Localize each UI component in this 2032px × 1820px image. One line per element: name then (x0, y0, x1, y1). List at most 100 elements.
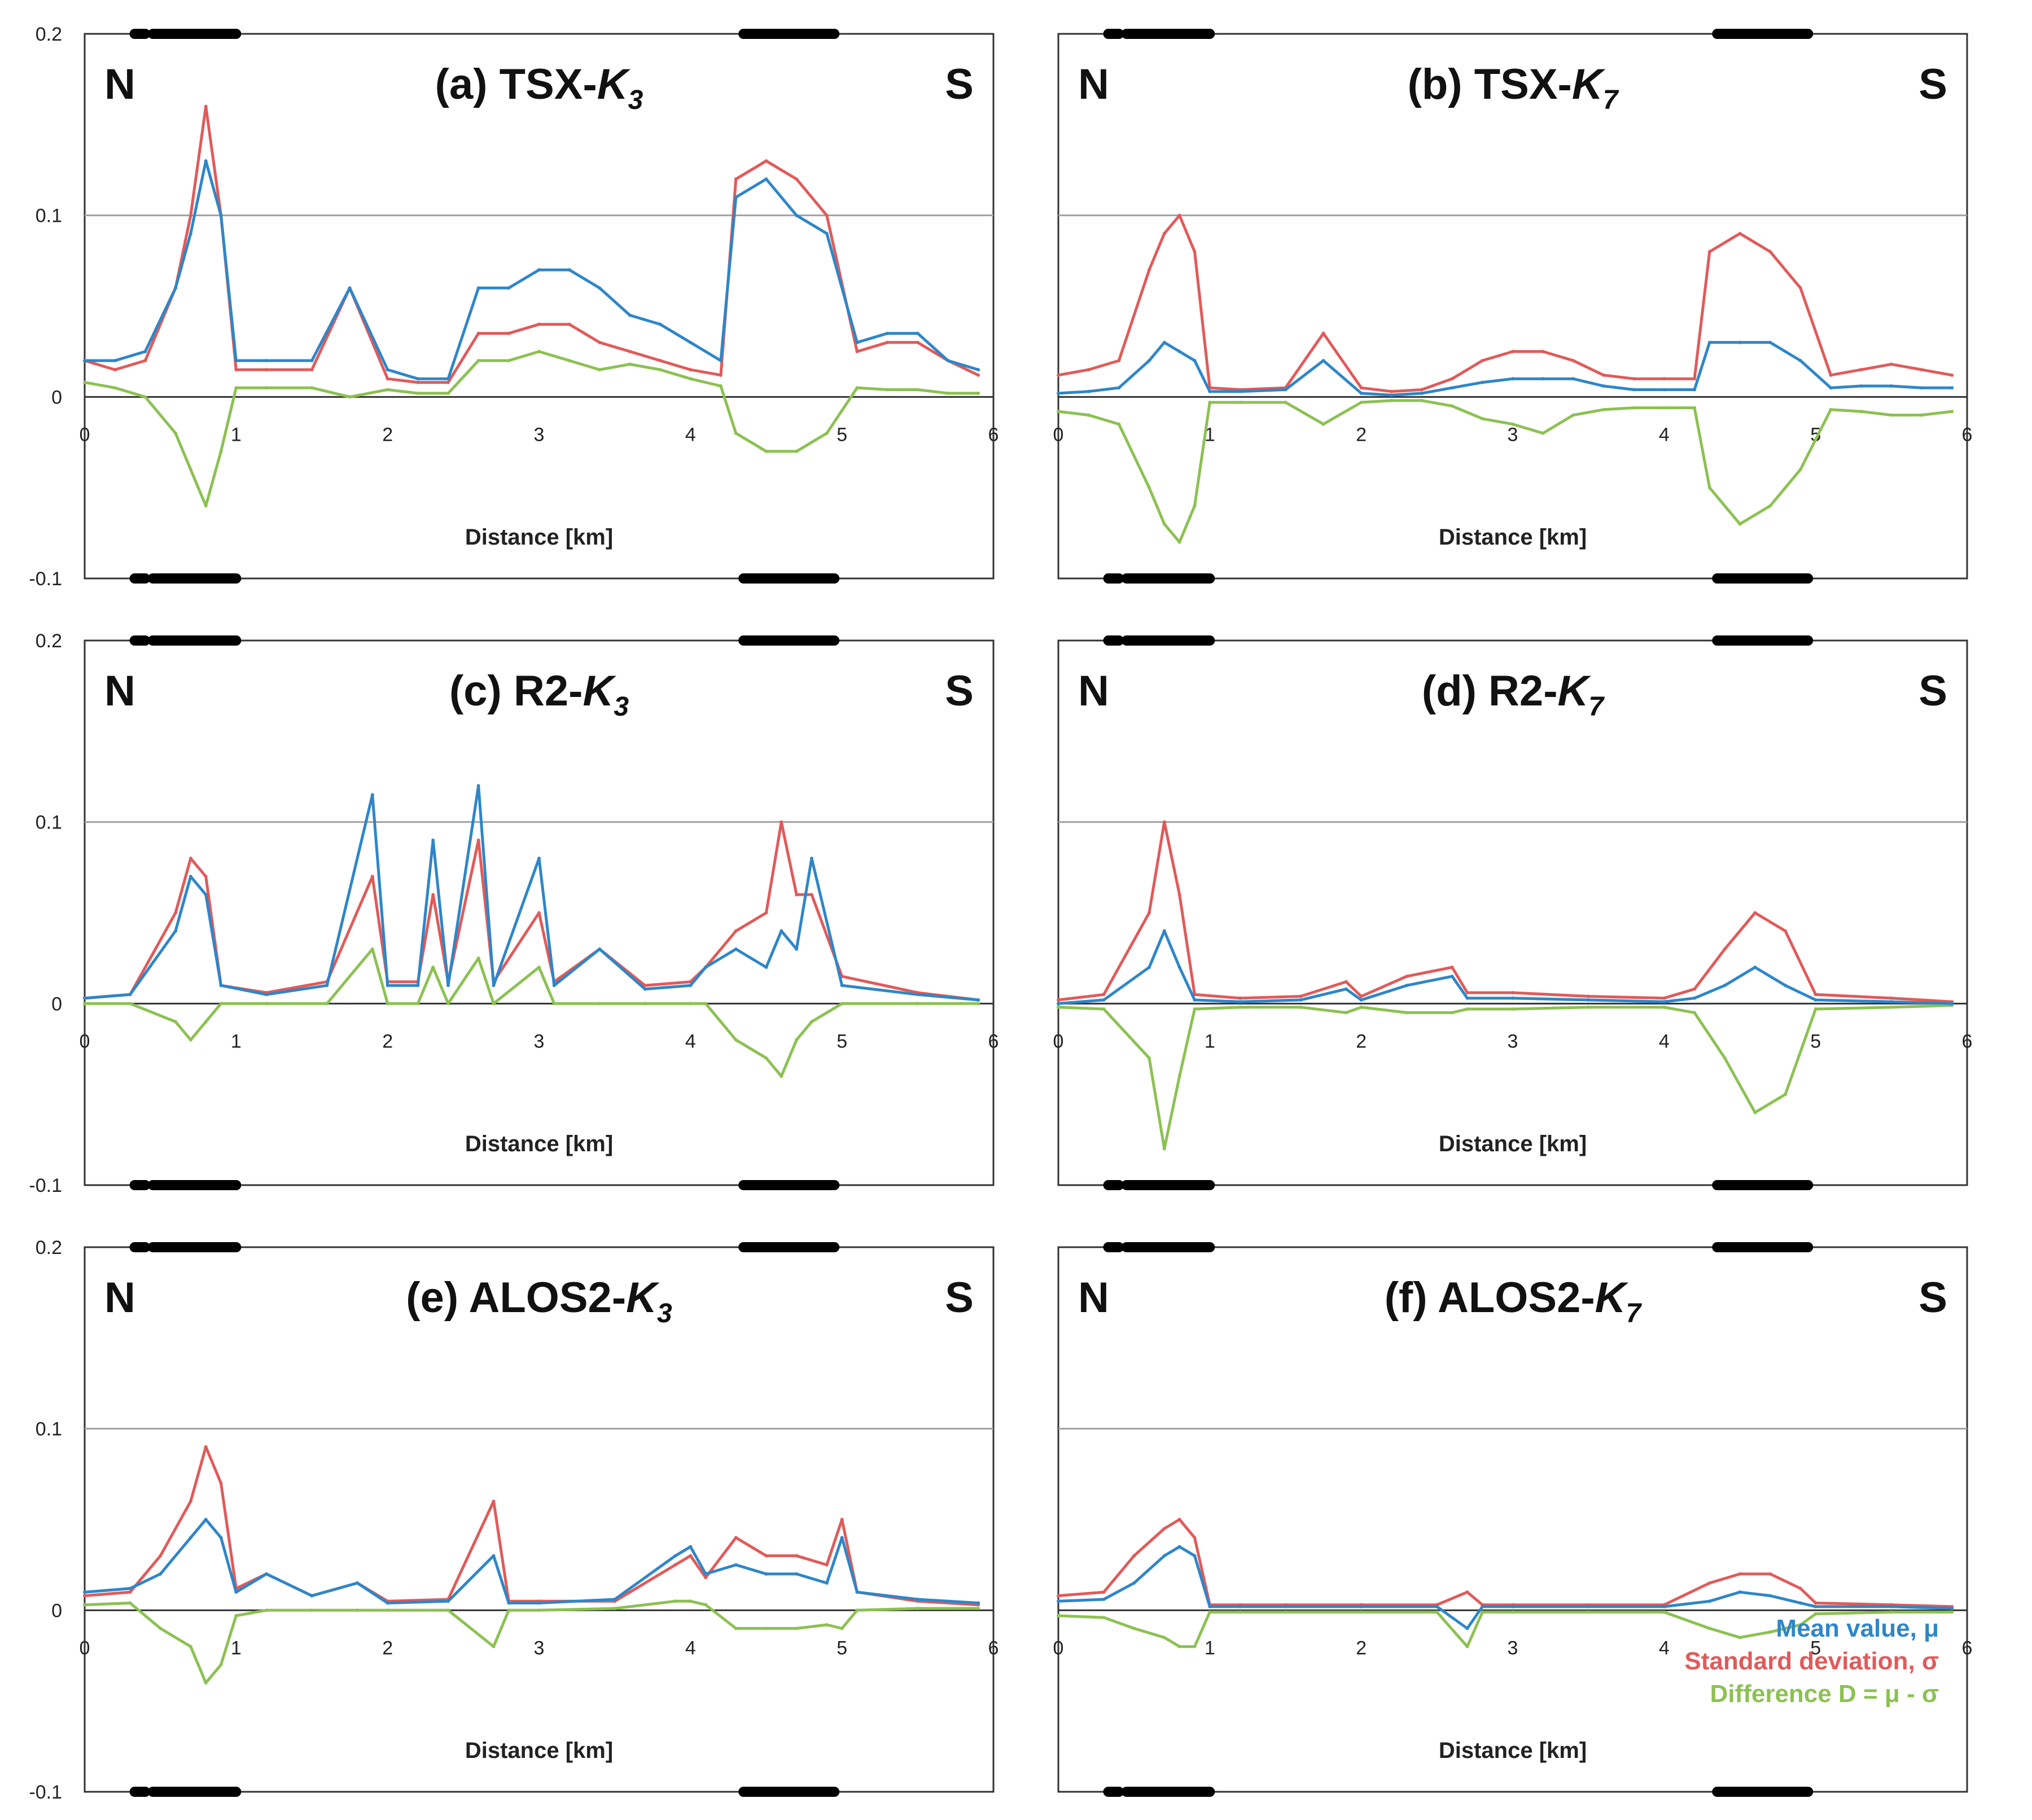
x-tick-label: 1 (231, 1030, 242, 1052)
chart-panel-0: 0 1 2 3 4 5 6 0.2 0.1 0 -0.1 Distance [km] N S (a) TSX… (29, 24, 999, 590)
series-1-point (689, 368, 693, 372)
x-tick-label: 0 (1053, 1637, 1064, 1659)
series-1-point (204, 104, 208, 108)
series-0-point (348, 286, 352, 290)
series-0-point (204, 159, 208, 163)
series-1-point (1738, 1572, 1742, 1576)
series-0-point (795, 1572, 799, 1576)
series-0-point (265, 359, 268, 362)
series-2-point (386, 388, 389, 392)
series-2-point (1511, 422, 1514, 426)
north-label: N (104, 60, 135, 108)
series-2-point (1162, 1635, 1166, 1639)
series-0-point (567, 268, 571, 272)
series-1-point (265, 368, 268, 372)
series-1-point (1511, 991, 1514, 995)
series-1-point (1541, 349, 1545, 353)
series-2-point (1208, 400, 1212, 404)
series-0-point (1238, 389, 1242, 393)
series-2-point (840, 1626, 844, 1630)
series-2-point (734, 1626, 738, 1630)
series-2-point (1057, 1613, 1060, 1617)
x-tick-label: 2 (1356, 1030, 1367, 1052)
plot-frame (1057, 639, 1968, 1186)
series-2-point (174, 1020, 177, 1024)
series-1-point (1162, 1527, 1166, 1530)
series-1-point (189, 213, 192, 217)
series-2-point (1511, 1610, 1514, 1614)
series-0-point (1859, 384, 1863, 388)
series-2-point (204, 504, 208, 508)
series-2-point (613, 1607, 617, 1611)
series-0-point (1284, 388, 1287, 392)
series-1-point (431, 893, 435, 897)
series-0-point (1889, 1000, 1893, 1004)
series-2-point (734, 1038, 738, 1042)
series-0-point (825, 1581, 829, 1585)
series-2-point (764, 1626, 768, 1630)
series-1-point (219, 1481, 223, 1485)
plot-frame (84, 639, 995, 1186)
series-1-point (1859, 368, 1863, 372)
series-0-point (1723, 984, 1727, 988)
series-1-point (1784, 929, 1787, 933)
series-2-point (113, 386, 117, 390)
title-subscript: 3 (628, 85, 643, 115)
series-1-point (204, 875, 208, 879)
series-0-point (1390, 393, 1394, 397)
series-0-point (1208, 389, 1212, 393)
series-1-point (310, 368, 314, 372)
series-0-point (1450, 975, 1454, 979)
series-2-point (128, 1601, 132, 1605)
series-2-point (734, 431, 738, 435)
chart-panel-5: 0 1 2 3 4 5 6 Distance [km] N S (f) ALOS2-K7 Mean v… (1053, 1242, 1972, 1797)
series-0-point (159, 1572, 163, 1576)
series-2-point (946, 391, 950, 395)
series-2-point (219, 1663, 223, 1666)
series-0-point (386, 984, 389, 988)
series-1-point (628, 349, 632, 353)
series-2-point (552, 1002, 556, 1006)
series-0-point (189, 231, 192, 235)
series-0-point (628, 313, 632, 317)
series-2-point (219, 449, 223, 453)
series-0-point (113, 359, 117, 362)
series-0-point (1889, 384, 1893, 388)
series-2-point (779, 1075, 783, 1078)
series-2-point (234, 1613, 238, 1617)
series-2-point (1177, 1644, 1181, 1648)
series-0-point (1344, 987, 1348, 991)
series-1-point (507, 331, 511, 335)
x-tick-label: 5 (837, 1637, 847, 1659)
series-0-point (1465, 996, 1469, 1000)
series-2-point (1299, 1005, 1303, 1009)
series-0-point (1814, 998, 1818, 1002)
y-tick-label: -0.1 (29, 568, 62, 590)
series-2-point (476, 956, 480, 960)
series-2-point (189, 468, 192, 471)
series-0-point (1193, 1554, 1197, 1558)
series-0-point (916, 331, 919, 335)
series-2-point (1662, 406, 1666, 410)
series-1-point (658, 359, 662, 362)
title-prefix: (d) R2- (1422, 667, 1558, 715)
y-tick-label: 0.1 (36, 1419, 62, 1440)
series-line-2 (84, 350, 979, 507)
y-tick-label: 0.2 (36, 630, 62, 652)
x-tick-label: 3 (534, 1030, 545, 1052)
series-2-point (719, 384, 722, 388)
series-2-point (795, 1038, 799, 1042)
series-0-point (840, 1536, 844, 1540)
series-2-point (1162, 1147, 1166, 1151)
series-2-point (492, 1644, 496, 1648)
x-axis-label: Distance [km] (1439, 1738, 1587, 1763)
series-2-point (567, 359, 571, 362)
x-tick-label: 4 (1659, 1637, 1670, 1659)
series-2-point (1571, 413, 1575, 417)
title-prefix: (c) R2- (449, 667, 583, 715)
series-0-point (1193, 359, 1197, 362)
series-1-point (567, 322, 571, 326)
series-1-point (370, 875, 374, 879)
series-2-point (1420, 398, 1424, 402)
series-2-point (916, 1607, 919, 1611)
